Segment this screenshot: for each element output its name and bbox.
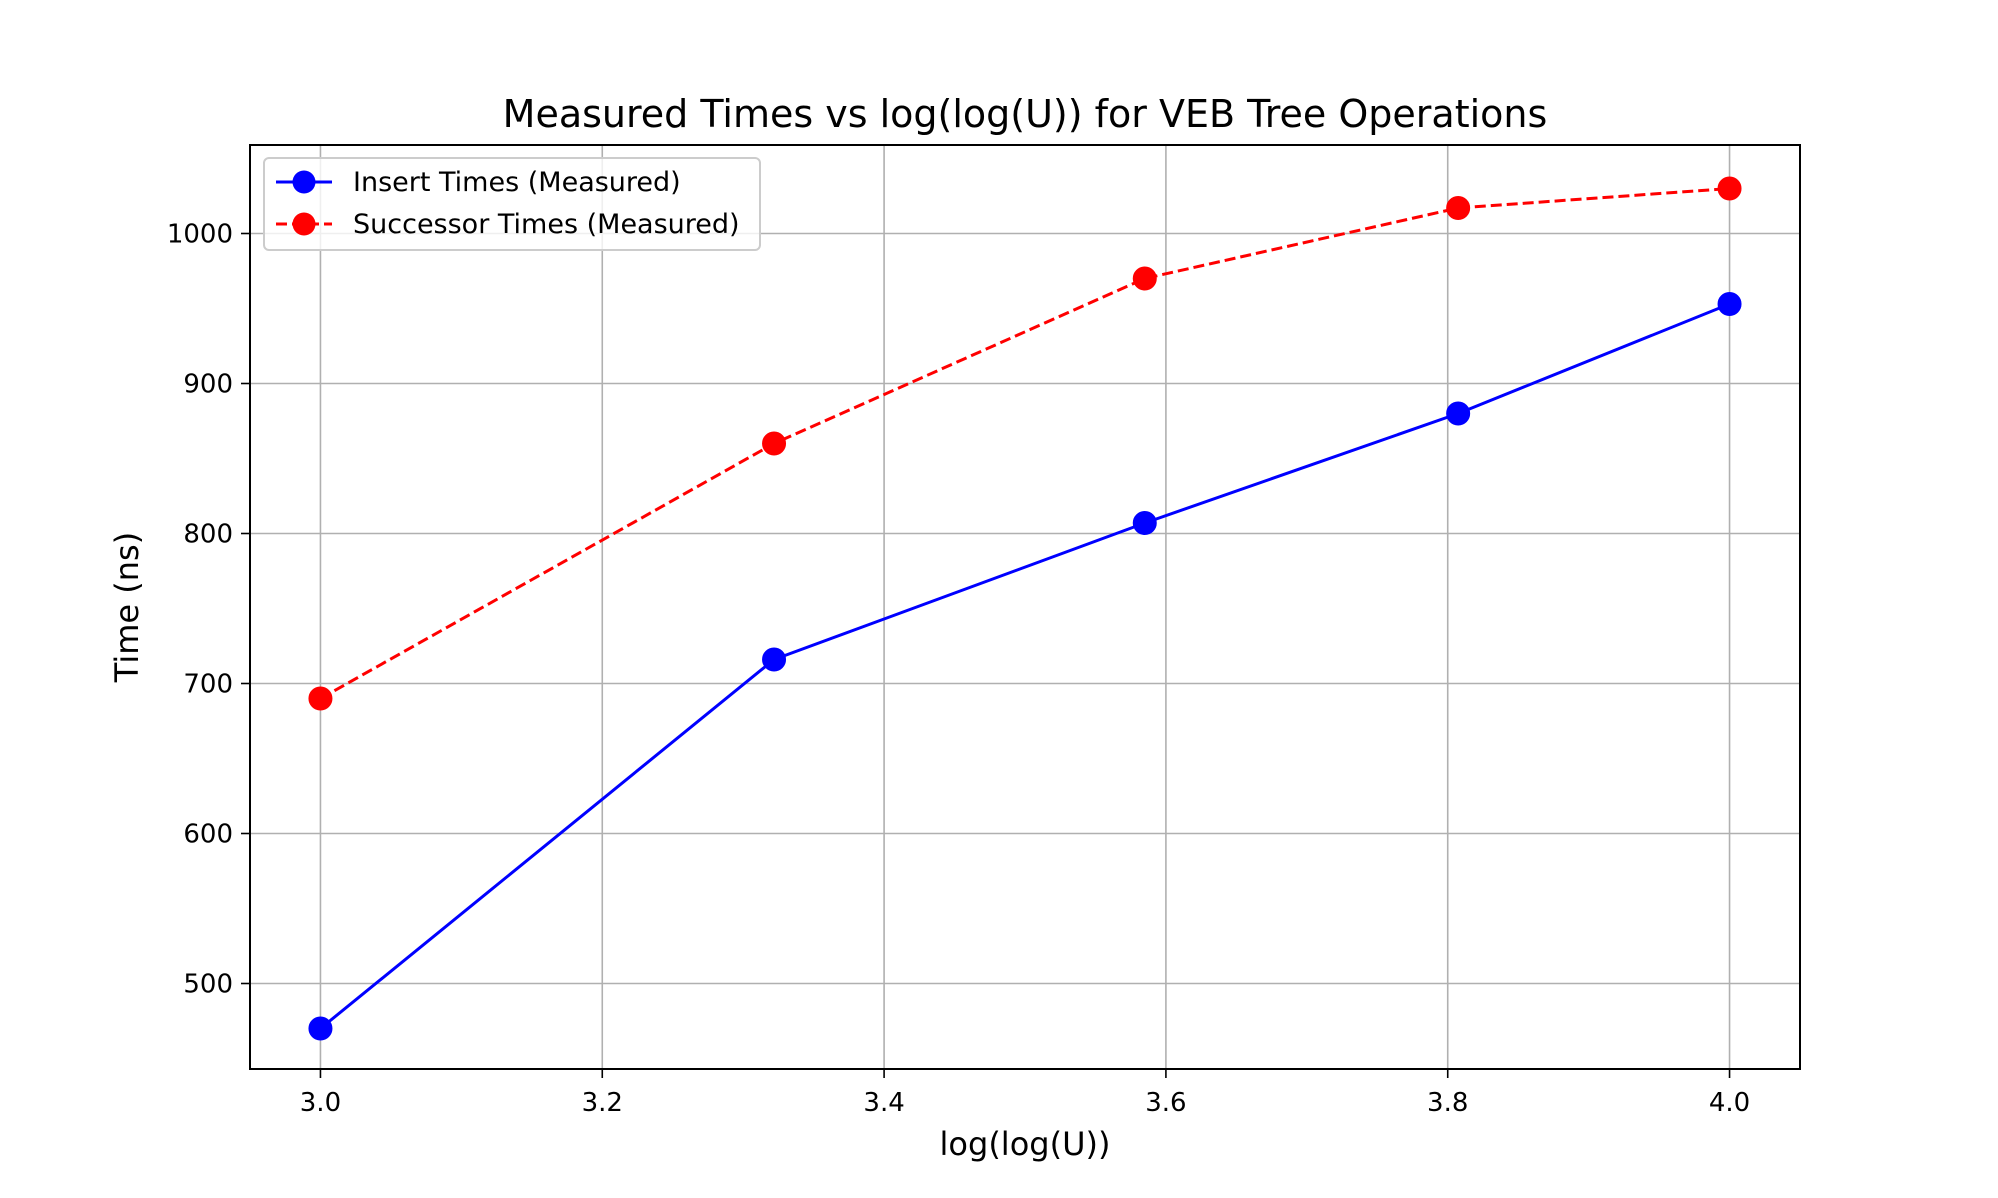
y-tick-label: 1000 — [167, 220, 233, 250]
y-tick-label: 500 — [183, 970, 233, 1000]
y-tick-label: 800 — [183, 520, 233, 550]
x-tick-label: 3.8 — [1427, 1088, 1468, 1118]
y-tick-label: 700 — [183, 670, 233, 700]
y-axis-label: Time (ns) — [108, 532, 146, 683]
plot-frame — [249, 144, 1801, 1070]
series-layer — [308, 176, 1742, 1041]
legend-entries: Insert Times (Measured) Successor Times (… — [276, 167, 740, 240]
series-2-point — [762, 431, 787, 456]
series-1-point — [762, 647, 787, 672]
series-line-1 — [319, 302, 1731, 1030]
legend-label-1: Insert Times (Measured) — [353, 167, 681, 198]
legend-box — [263, 157, 761, 251]
x-axis-label: log(log(U)) — [940, 1125, 1111, 1163]
chart-title: Measured Times vs log(log(U)) for VEB Tr… — [503, 92, 1548, 136]
series-1-point — [1717, 292, 1742, 316]
x-tick-label: 3.4 — [863, 1088, 904, 1118]
y-tick-label: 900 — [183, 370, 233, 400]
legend-label-2: Successor Times (Measured) — [353, 209, 740, 240]
series-2-point — [1717, 176, 1742, 201]
series-1-point — [1132, 511, 1157, 535]
legend-marker-2 — [292, 212, 316, 236]
x-tick-label: 4.0 — [1709, 1088, 1750, 1118]
legend: Insert Times (Measured) Successor Times (… — [263, 157, 761, 251]
legend-marker-1 — [292, 170, 316, 194]
series-2-point — [1446, 196, 1471, 220]
tick-layer: 3.0 3.2 3.4 3.6 3.8 4.0 500 600 700 800 900 1000 — [167, 220, 1750, 1119]
series-2-point — [1132, 266, 1157, 291]
series-1-point — [308, 1016, 333, 1041]
x-tick-label: 3.0 — [300, 1088, 341, 1118]
y-tick-label: 600 — [183, 820, 233, 850]
series-2-point — [308, 686, 333, 711]
series-line-2 — [319, 187, 1730, 700]
series-1-point — [1446, 401, 1471, 426]
x-tick-label: 3.2 — [582, 1088, 623, 1118]
x-tick-label: 3.6 — [1145, 1088, 1186, 1118]
